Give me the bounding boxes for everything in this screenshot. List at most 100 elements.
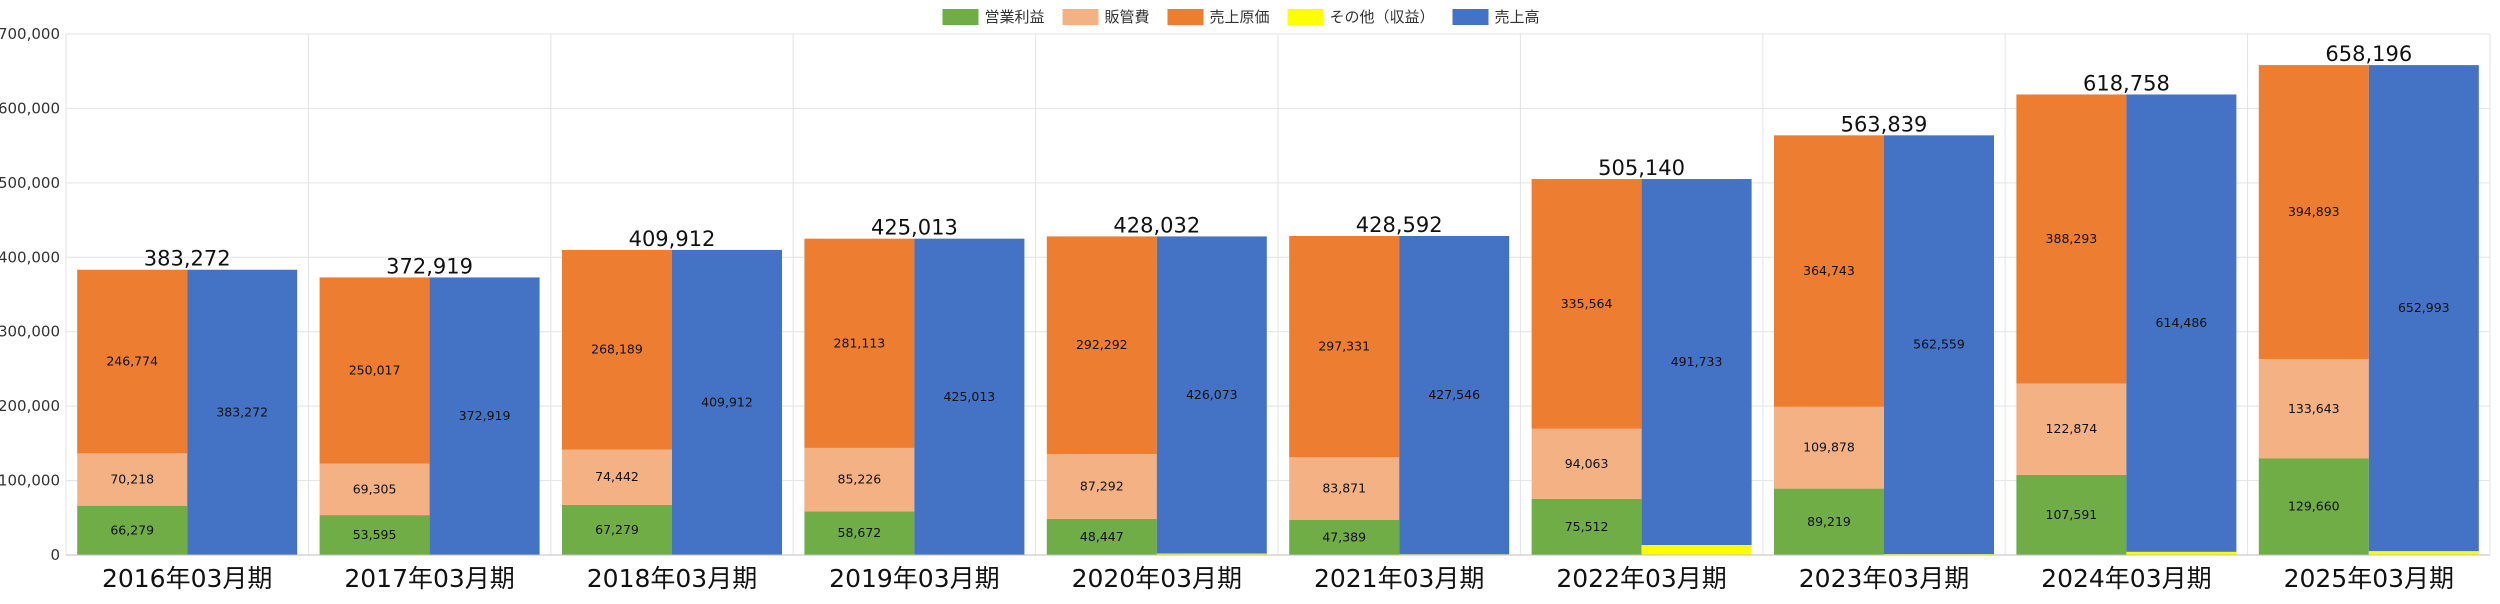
x-tick-label: 2024年03月期 [2041,564,2211,593]
x-tick-label: 2023年03月期 [1799,564,1969,593]
x-tick-label: 2019年03月期 [829,564,999,593]
bar-segment-cost [1289,236,1400,458]
total-label: 428,032 [1113,213,1200,237]
bar-segment-revenue [1641,545,1752,555]
bar-segment-cost [2016,474,2127,555]
segment-data-label: 85,226 [838,472,882,487]
total-label: 658,196 [2325,42,2412,66]
bar-segment-cost [2258,458,2369,555]
bar-segment-revenue [2368,551,2479,555]
bar-segment-revenue [187,269,298,555]
bar-segment-revenue [914,238,1025,556]
bar-segment-cost [2016,383,2127,475]
legend-swatch [1167,9,1204,25]
total-label: 409,912 [629,227,716,251]
x-tick-label: 2016年03月期 [102,564,272,593]
segment-data-label: 67,279 [595,522,639,537]
segment-data-label: 122,874 [2046,421,2098,436]
legend-label: 売上原価 [1210,8,1270,26]
segment-data-label: 491,733 [1671,354,1723,369]
segment-data-label: 69,305 [353,481,397,496]
segment-data-label: 87,292 [1080,478,1124,493]
legend: 営業利益 販管費 売上原価 その他（収益） 売上高 [942,8,1540,26]
segment-data-label: 281,113 [834,335,886,350]
bar-segment-cost [562,449,672,505]
segment-data-label: 388,293 [2046,231,2098,246]
bar-segment-cost [77,505,188,555]
total-label: 383,272 [144,247,231,271]
y-tick-label: 500,000 [0,174,60,192]
legend-label: 営業利益 [985,8,1045,26]
segment-data-label: 70,218 [110,472,154,487]
x-tick-label: 2021年03月期 [1314,564,1484,593]
segment-data-label: 94,063 [1565,456,1609,471]
bar-segment-cost [2258,65,2369,360]
bar-segment-cost [1289,457,1400,520]
bar-segment-cost [319,277,430,464]
legend-swatch [1452,9,1489,25]
segment-data-label: 409,912 [701,394,753,409]
bar-segment-cost [1531,498,1642,555]
segment-data-label: 48,447 [1080,529,1124,544]
segment-data-label: 335,564 [1561,296,1613,311]
bar-segment-cost [77,453,188,506]
segment-data-label: 250,017 [349,362,401,377]
y-tick-label: 100,000 [0,472,60,490]
bar-segment-cost [1774,135,1884,407]
bar-segment-cost [804,511,915,555]
legend-label: その他（収益） [1330,8,1435,26]
legend-label: 販管費 [1105,8,1150,26]
segment-data-label: 292,292 [1076,337,1128,352]
segment-data-label: 268,189 [591,342,643,357]
segment-data-label: 562,559 [1913,337,1965,352]
y-tick-label: 0 [50,546,60,564]
segment-data-label: 53,595 [353,527,397,542]
bar-segment-cost [1046,518,1157,555]
x-tick-label: 2022年03月期 [1556,564,1726,593]
bar-segment-cost [1531,179,1642,429]
segment-data-label: 426,073 [1186,387,1238,402]
segment-data-label: 83,871 [1322,481,1366,496]
bar-segment-revenue [1884,135,1994,555]
bar-segment-cost [804,238,915,448]
segment-data-label: 109,878 [1803,440,1855,455]
segment-data-label: 383,272 [216,404,268,419]
segment-data-label: 364,743 [1803,263,1855,278]
bars: 66,279 70,218 246,774 383,272 383,272 53,595 6… [77,42,2479,555]
bar-segment-cost [1046,453,1157,519]
y-axis: 0 100,000 200,000 300,000 400,000 500,000 600,… [0,25,60,564]
legend-swatch [942,9,979,25]
total-label: 563,839 [1841,112,1928,136]
x-tick-label: 2017年03月期 [344,564,514,593]
segment-data-label: 58,672 [838,525,882,540]
bar-segment-revenue [1399,236,1510,555]
legend-label: 売上高 [1495,8,1540,26]
legend-swatch [1062,9,1099,25]
segment-data-label: 394,893 [2288,204,2340,219]
legend-swatch [1287,9,1324,25]
segment-data-label: 133,643 [2288,401,2340,416]
bar-segment-cost [1531,428,1642,499]
bar-segment-cost [562,249,672,450]
x-tick-label: 2020年03月期 [1072,564,1242,593]
total-label: 428,592 [1356,213,1443,237]
segment-data-label: 652,993 [2398,300,2450,315]
bar-segment-cost [1774,488,1884,555]
bar-segment-revenue [672,249,782,555]
segment-data-label: 74,442 [595,469,639,484]
total-label: 425,013 [871,216,958,240]
bar-segment-cost [1774,406,1884,489]
segment-data-label: 47,389 [1322,529,1366,544]
bar-segment-cost [319,463,430,516]
segment-data-label: 75,512 [1565,519,1609,534]
bar-segment-revenue [2368,65,2479,552]
y-tick-label: 200,000 [0,397,60,415]
y-tick-label: 300,000 [0,323,60,341]
segment-data-label: 66,279 [110,522,154,537]
x-tick-label: 2025年03月期 [2284,564,2454,593]
bar-segment-cost [1046,236,1157,454]
y-tick-label: 600,000 [0,99,60,117]
segment-data-label: 89,219 [1807,514,1851,529]
x-tick-label: 2018年03月期 [587,564,757,593]
